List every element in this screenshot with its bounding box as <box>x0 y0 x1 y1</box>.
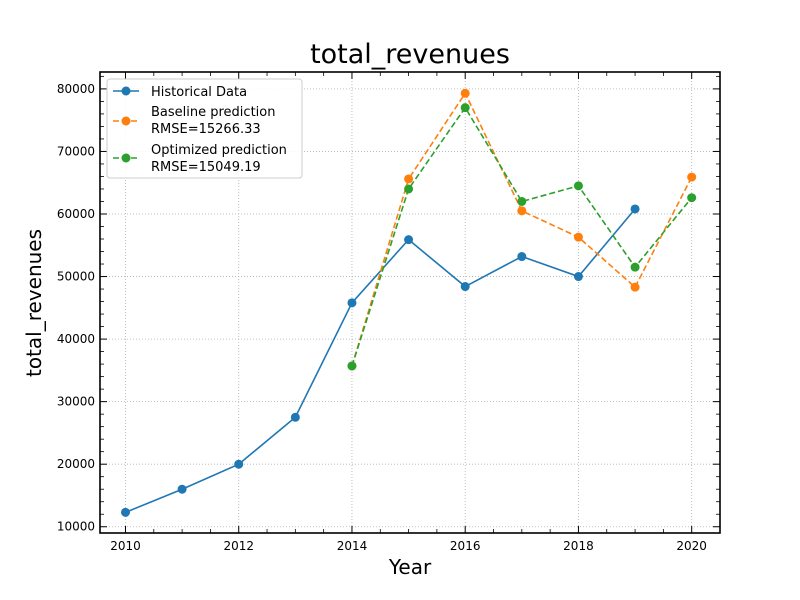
data-point-historical <box>517 252 527 262</box>
data-point-historical <box>290 412 300 422</box>
data-point-historical <box>630 204 640 214</box>
series-optimized <box>347 103 697 371</box>
legend-marker-baseline <box>121 116 131 126</box>
y-tick-label: 30000 <box>57 395 95 409</box>
data-point-optimized <box>630 262 640 272</box>
series-line-optimized <box>351 106 693 367</box>
data-point-historical <box>177 484 187 494</box>
data-point-baseline <box>517 206 527 216</box>
x-tick-label: 2016 <box>450 539 481 553</box>
series-baseline <box>347 88 697 371</box>
grid <box>100 72 720 533</box>
series-layer <box>120 88 697 517</box>
plot-frame <box>99 71 721 534</box>
x-tick-label: 2020 <box>676 539 707 553</box>
legend-marker-optimized <box>121 153 131 163</box>
data-point-optimized <box>573 181 583 191</box>
data-point-optimized <box>687 193 697 203</box>
series-line-baseline <box>351 91 693 367</box>
x-axis-title: Year <box>388 555 432 579</box>
x-tick-label: 2014 <box>337 539 368 553</box>
legend-label-historical: Historical Data <box>151 85 247 100</box>
x-tick-labels: 2010 2012 2014 2016 2018 2020 <box>110 539 707 553</box>
data-point-baseline <box>460 88 470 98</box>
data-point-historical <box>573 272 583 282</box>
data-point-historical <box>347 298 357 308</box>
y-tick-labels: 10000 20000 30000 40000 50000 60000 70000 80000 <box>57 82 95 534</box>
x-tick-label: 2012 <box>223 539 254 553</box>
chart-title: total_revenues <box>310 39 510 70</box>
y-axis-title: total_revenues <box>22 229 46 377</box>
data-point-baseline <box>573 232 583 242</box>
data-point-historical <box>120 507 130 517</box>
y-tick-label: 70000 <box>57 144 95 158</box>
data-point-optimized <box>460 103 470 113</box>
data-point-historical <box>460 282 470 292</box>
y-tick-label: 20000 <box>57 457 95 471</box>
legend-rmse-optimized: RMSE=15049.19 <box>151 160 261 175</box>
x-tick-label: 2018 <box>563 539 594 553</box>
legend-label-baseline: Baseline prediction <box>151 105 275 120</box>
legend-marker-historical <box>121 86 131 96</box>
data-point-optimized <box>404 184 414 194</box>
series-historical <box>120 204 640 517</box>
data-point-baseline <box>687 172 697 182</box>
data-point-optimized <box>347 361 357 371</box>
data-point-baseline <box>630 282 640 292</box>
legend: Historical Data Baseline prediction RMSE… <box>106 78 303 179</box>
data-point-optimized <box>517 196 527 206</box>
ticks <box>100 72 721 533</box>
legend-entry-optimized: Optimized prediction RMSE=15049.19 <box>113 143 287 175</box>
legend-label-optimized: Optimized prediction <box>151 143 287 158</box>
y-tick-label: 60000 <box>57 207 95 221</box>
series-line-historical <box>125 208 636 514</box>
data-point-baseline <box>404 174 414 184</box>
legend-entry-baseline: Baseline prediction RMSE=15266.33 <box>113 105 275 137</box>
x-tick-label: 2010 <box>110 539 141 553</box>
y-tick-label: 80000 <box>57 82 95 96</box>
legend-box <box>106 78 303 179</box>
y-tick-label: 10000 <box>57 520 95 534</box>
data-point-historical <box>404 235 414 245</box>
y-tick-label: 50000 <box>57 270 95 284</box>
data-point-historical <box>234 459 244 469</box>
y-tick-label: 40000 <box>57 332 95 346</box>
legend-entry-historical: Historical Data <box>113 85 247 100</box>
legend-rmse-baseline: RMSE=15266.33 <box>151 122 261 137</box>
